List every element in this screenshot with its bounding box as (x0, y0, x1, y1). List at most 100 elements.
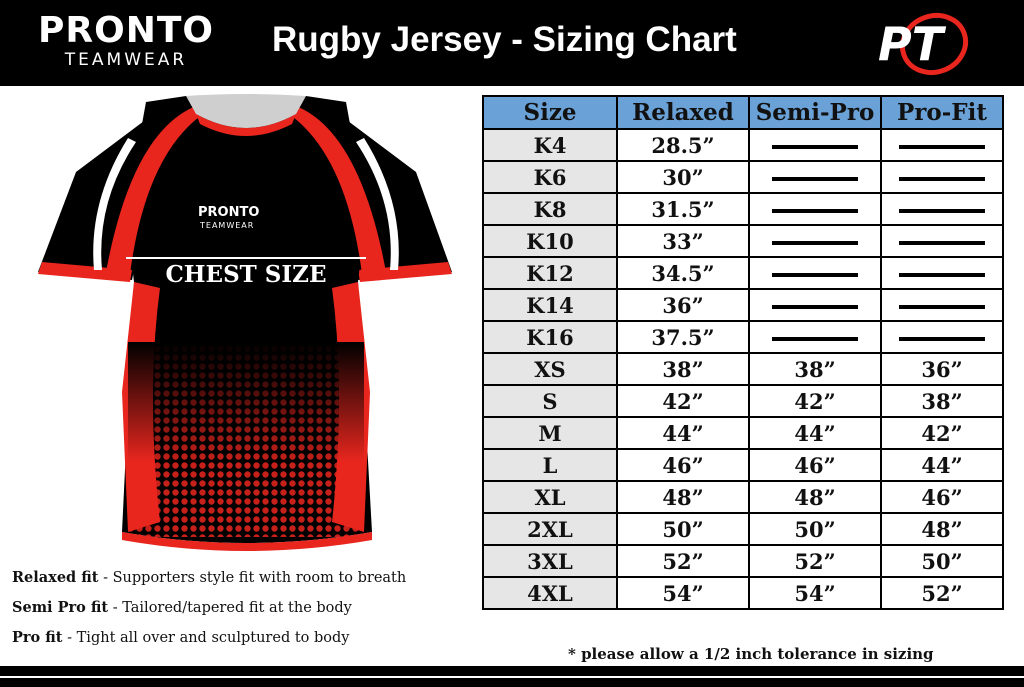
header-bar: PRONTO TEAMWEAR Rugby Jersey - Sizing Ch… (0, 0, 1024, 86)
cell-semi: 42” (748, 384, 882, 418)
cell-relaxed: 30” (616, 160, 750, 194)
cell-pro (880, 256, 1004, 290)
cell-semi: 54” (748, 576, 882, 610)
cell-pro: 46” (880, 480, 1004, 514)
col-header-relaxed: Relaxed (616, 95, 750, 130)
pronto-teamwear-logo: PRONTO TEAMWEAR (38, 10, 214, 71)
not-available-dash (772, 209, 858, 213)
cell-size: K14 (482, 288, 618, 322)
cell-semi (748, 288, 882, 322)
cell-size: 4XL (482, 576, 618, 610)
cell-size: 2XL (482, 512, 618, 546)
not-available-dash (772, 177, 858, 181)
cell-pro: 52” (880, 576, 1004, 610)
cell-size: XL (482, 480, 618, 514)
cell-relaxed: 33” (616, 224, 750, 258)
cell-pro: 48” (880, 512, 1004, 546)
footer-divider (0, 676, 1024, 678)
collar (186, 94, 306, 128)
brand-name: PRONTO (38, 10, 214, 51)
cell-relaxed: 50” (616, 512, 750, 546)
cell-pro: 42” (880, 416, 1004, 450)
cell-pro (880, 128, 1004, 162)
table-row: K8 31.5” (482, 192, 1004, 226)
legend-pro: Pro fit - Tight all over and sculptured … (12, 626, 482, 656)
cell-size: XS (482, 352, 618, 386)
cell-size: K16 (482, 320, 618, 354)
table-row: K12 34.5” (482, 256, 1004, 290)
table-row: M 44” 44” 42” (482, 416, 1004, 450)
cell-relaxed: 52” (616, 544, 750, 578)
table-row: K4 28.5” (482, 128, 1004, 162)
table-row: K6 30” (482, 160, 1004, 194)
table-header-row: Size Relaxed Semi-Pro Pro-Fit (482, 95, 1004, 130)
not-available-dash (899, 177, 985, 181)
cell-semi (748, 320, 882, 354)
cell-semi (748, 192, 882, 226)
not-available-dash (899, 241, 985, 245)
table-row: K16 37.5” (482, 320, 1004, 354)
cell-semi: 38” (748, 352, 882, 386)
table-row: 2XL 50” 50” 48” (482, 512, 1004, 546)
cell-semi: 46” (748, 448, 882, 482)
cell-semi (748, 256, 882, 290)
table-row: S 42” 42” 38” (482, 384, 1004, 418)
cell-pro: 38” (880, 384, 1004, 418)
cell-size: M (482, 416, 618, 450)
cell-semi: 50” (748, 512, 882, 546)
cell-size: K8 (482, 192, 618, 226)
not-available-dash (772, 273, 858, 277)
cell-semi (748, 160, 882, 194)
col-header-semi-pro: Semi-Pro (748, 95, 882, 130)
cell-size: K12 (482, 256, 618, 290)
cell-size: K6 (482, 160, 618, 194)
cell-pro (880, 192, 1004, 226)
table-row: K10 33” (482, 224, 1004, 258)
cell-relaxed: 44” (616, 416, 750, 450)
cell-relaxed: 38” (616, 352, 750, 386)
cell-semi (748, 128, 882, 162)
legend-desc: - Supporters style fit with room to brea… (98, 570, 407, 586)
cell-relaxed: 28.5” (616, 128, 750, 162)
table-row: XS 38” 38” 36” (482, 352, 1004, 386)
legend-term: Semi Pro fit (12, 599, 109, 616)
tolerance-note: * please allow a 1/2 inch tolerance in s… (568, 645, 934, 663)
cell-pro (880, 224, 1004, 258)
sizing-table: Size Relaxed Semi-Pro Pro-Fit K4 28.5” K6 3… (482, 95, 1004, 610)
pt-logo: PT (878, 13, 969, 75)
cell-relaxed: 37.5” (616, 320, 750, 354)
legend-term: Relaxed fit (12, 569, 99, 586)
not-available-dash (899, 305, 985, 309)
col-header-size: Size (482, 95, 618, 130)
cell-size: S (482, 384, 618, 418)
cell-relaxed: 34.5” (616, 256, 750, 290)
cell-relaxed: 42” (616, 384, 750, 418)
cell-semi: 44” (748, 416, 882, 450)
pt-logo-text: PT (878, 17, 947, 71)
chest-size-label: CHEST SIZE (166, 261, 327, 288)
cell-size: L (482, 448, 618, 482)
cell-pro (880, 320, 1004, 354)
not-available-dash (899, 145, 985, 149)
brand-subtitle: TEAMWEAR (64, 50, 188, 70)
table-row: 3XL 52” 52” 50” (482, 544, 1004, 578)
cell-relaxed: 48” (616, 480, 750, 514)
cell-size: 3XL (482, 544, 618, 578)
cell-semi: 48” (748, 480, 882, 514)
legend-relaxed: Relaxed fit - Supporters style fit with … (12, 566, 482, 596)
cell-relaxed: 54” (616, 576, 750, 610)
fit-legend: Relaxed fit - Supporters style fit with … (12, 566, 482, 656)
cell-pro (880, 288, 1004, 322)
jersey-brand-sub: TEAMWEAR (199, 221, 254, 230)
not-available-dash (772, 305, 858, 309)
col-header-pro-fit: Pro-Fit (880, 95, 1004, 130)
cell-relaxed: 46” (616, 448, 750, 482)
page-title: Rugby Jersey - Sizing Chart (272, 20, 737, 59)
jersey-illustration: CHEST SIZE PRONTO TEAMWEAR (38, 94, 452, 551)
cell-size: K4 (482, 128, 618, 162)
jersey-brand: PRONTO (198, 205, 259, 220)
not-available-dash (772, 241, 858, 245)
table-row: K14 36” (482, 288, 1004, 322)
not-available-dash (772, 145, 858, 149)
legend-desc: - Tight all over and sculptured to body (62, 630, 350, 646)
